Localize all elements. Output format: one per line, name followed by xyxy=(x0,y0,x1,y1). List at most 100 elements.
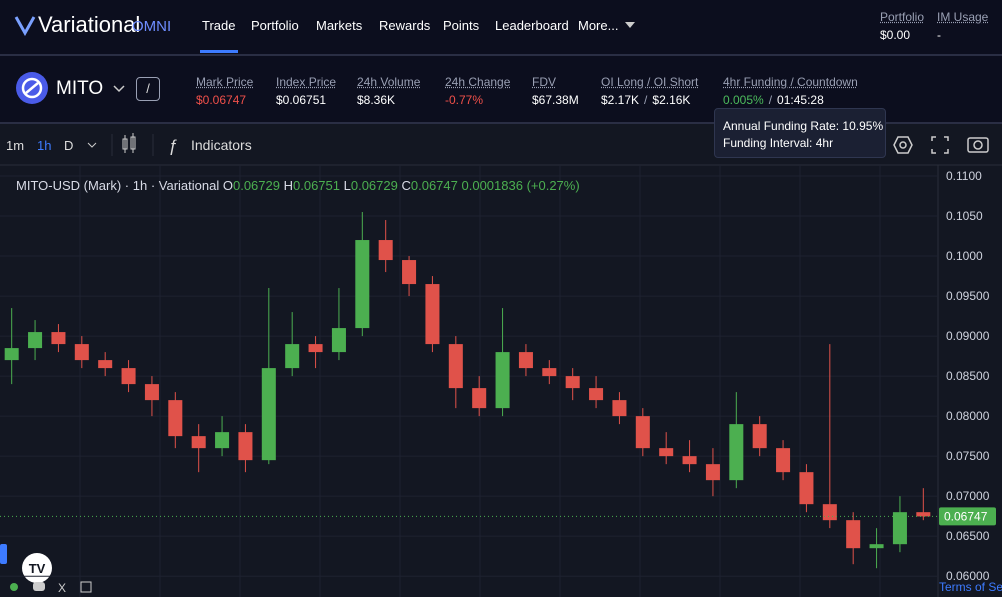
chart-legend: MITO-USD (Mark) · 1h · Variational O0.06… xyxy=(16,178,580,193)
candle-body xyxy=(518,352,533,369)
symbol-caret[interactable] xyxy=(112,84,126,94)
candle-body xyxy=(705,464,720,481)
candle-body xyxy=(869,544,884,549)
stat-value: $67.38M xyxy=(532,93,584,107)
settings-icon[interactable] xyxy=(893,136,913,154)
fullscreen-icon[interactable] xyxy=(931,136,949,154)
stat-label: 4hr Funding / Countdown xyxy=(723,75,858,89)
candle-icon[interactable] xyxy=(122,133,136,153)
stat-part: $67.38M xyxy=(532,93,579,107)
interval-caret[interactable] xyxy=(87,142,97,148)
candle-body xyxy=(168,400,183,437)
candle-body xyxy=(261,368,276,461)
candle-body xyxy=(822,504,837,521)
stat-label: FDV xyxy=(532,75,556,89)
candle-body xyxy=(729,424,744,481)
y-tick-label: 0.1050 xyxy=(946,209,983,223)
brand-suffix: OMNI xyxy=(132,18,172,35)
brand: Variational xyxy=(38,12,141,37)
candle-body xyxy=(191,436,206,449)
y-tick-label: 0.06500 xyxy=(946,529,990,543)
stat-value: $2.17K / $2.16K xyxy=(601,93,695,107)
camera-icon[interactable] xyxy=(967,137,989,153)
account-value: $0.00 xyxy=(880,28,911,42)
account-label: Portfolio xyxy=(880,10,925,24)
candle-body xyxy=(752,424,767,449)
stat-value: $0.06751 xyxy=(276,93,331,107)
candle-body xyxy=(472,388,487,409)
stat-part: $0.06747 xyxy=(196,93,247,107)
nav-more[interactable]: More... xyxy=(578,18,619,33)
candle-body xyxy=(51,332,66,345)
nav-item[interactable]: Markets xyxy=(316,18,363,33)
candle-body xyxy=(612,400,627,417)
stat-value: $0.06747 xyxy=(196,93,251,107)
caret[interactable] xyxy=(624,20,636,30)
interval[interactable]: 1m xyxy=(6,138,24,153)
tooltip-line: Funding Interval: 4hr xyxy=(723,136,834,150)
pair-button[interactable]: / xyxy=(136,77,160,101)
legend-value: 0.06747 xyxy=(411,178,458,193)
candle-body xyxy=(916,512,931,517)
stat-part: 01:45:28 xyxy=(777,93,824,107)
nav-item[interactable]: Rewards xyxy=(379,18,431,33)
y-tick-label: 0.1100 xyxy=(946,169,982,183)
side-tab[interactable] xyxy=(0,544,7,564)
terms-link[interactable]: Terms of Se xyxy=(939,580,1002,594)
candle-body xyxy=(74,344,89,361)
footer-icons: X xyxy=(10,581,92,595)
nav-item[interactable]: Points xyxy=(443,18,480,33)
stat-value: -0.77% xyxy=(445,93,488,107)
stat-part: / xyxy=(768,93,773,107)
logo-icon xyxy=(14,16,36,36)
indicators-button[interactable]: Indicators xyxy=(191,137,252,153)
last-price-tag xyxy=(939,507,996,526)
fx-icon[interactable]: ƒ xyxy=(168,136,177,155)
symbol: MITO xyxy=(56,78,104,99)
svg-text:TV: TV xyxy=(29,561,46,576)
candle-body xyxy=(425,284,440,345)
candle-body xyxy=(378,240,393,261)
header: Variational OMNI More... Trade Portfolio M… xyxy=(0,0,1002,56)
y-tick-label: 0.09000 xyxy=(946,329,990,343)
stat-part: $2.16K xyxy=(652,93,691,107)
funding-tooltip: Annual Funding Rate: 10.95% Funding Inte… xyxy=(714,108,886,158)
candle-body xyxy=(495,352,510,409)
legend-key: L xyxy=(344,178,351,193)
interval[interactable]: D xyxy=(64,138,73,153)
stat-part: 0.005% xyxy=(723,93,764,107)
account-label: IM Usage xyxy=(937,10,989,24)
ticker-bar: MITO / Mark Price $0.06747 Index Price $0.0… xyxy=(0,56,1002,124)
candle-body xyxy=(144,384,159,401)
stat-label: OI Long / OI Short xyxy=(601,75,699,89)
legend-change: 0.0001836 (+0.27%) xyxy=(462,178,580,193)
svg-text:X: X xyxy=(58,581,66,595)
chart: ƒ TV X 1m 1h D Indicators 0.1100 0.1050 0.1000… xyxy=(0,124,1002,597)
candle-body xyxy=(28,332,43,349)
candle-body xyxy=(215,432,230,449)
y-tick-label: 0.07500 xyxy=(946,449,990,463)
y-tick-label: 0.08500 xyxy=(946,369,990,383)
y-tick-label: 0.1000 xyxy=(946,249,983,263)
nav-item[interactable]: Portfolio xyxy=(251,18,299,33)
nav-item[interactable]: Leaderboard xyxy=(495,18,569,33)
stat-part: -0.77% xyxy=(445,93,484,107)
tv-logo[interactable]: TV xyxy=(22,553,52,583)
candle-body xyxy=(659,448,674,457)
candle-body xyxy=(565,376,580,389)
candle-body xyxy=(331,328,346,353)
candle-body xyxy=(285,344,300,369)
stat-part: / xyxy=(644,93,648,107)
y-tick-label: 0.06000 xyxy=(946,569,990,583)
last-price-label: 0.06747 xyxy=(944,509,988,523)
chart-title: MITO-USD (Mark) · 1h · Variational xyxy=(16,178,219,193)
candle-body xyxy=(98,360,113,369)
candle-body xyxy=(682,456,697,465)
candle-body xyxy=(238,432,253,461)
interval[interactable]: 1h xyxy=(37,138,51,153)
nav-item[interactable]: Trade xyxy=(202,18,236,33)
stat-label: 24h Change xyxy=(445,75,511,89)
token-icon xyxy=(16,72,48,104)
y-tick-label: 0.09500 xyxy=(946,289,990,303)
